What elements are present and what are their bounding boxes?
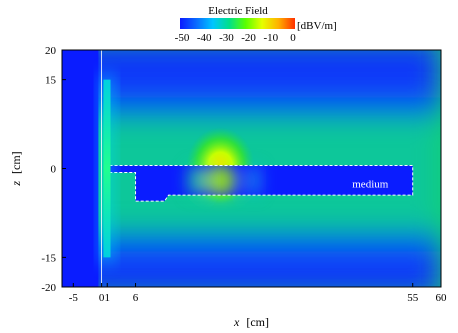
medium-region	[109, 164, 413, 202]
y-tick-label: 0	[51, 164, 57, 176]
x-tick-label: 0	[99, 292, 105, 304]
left-region	[62, 50, 99, 287]
colorbar-tick-label: -50	[175, 32, 190, 44]
colorbar-ticks: -50 -40 -30 -20 -10 0	[175, 32, 297, 44]
y-tick-label: 15	[45, 75, 57, 87]
x-axis-ticks: -5 0 1 6 55 60	[69, 283, 447, 304]
y-axis-var: z	[9, 181, 23, 187]
colorbar-tick-label: -20	[241, 32, 256, 44]
x-tick-label: 1	[105, 292, 111, 304]
colorbar-tick-label: -40	[197, 32, 212, 44]
y-axis-title: z [cm]	[9, 151, 23, 186]
x-tick-label: 6	[133, 292, 139, 304]
field-map	[62, 50, 441, 287]
medium-label: medium	[352, 178, 388, 190]
x-tick-label: 60	[436, 292, 448, 304]
y-tick-label: -15	[41, 252, 56, 264]
y-axis-ticks: 20 15 0 -15 -20	[41, 45, 66, 294]
x-tick-label: -5	[69, 292, 79, 304]
colorbar-unit: [dBV/m]	[297, 20, 337, 32]
y-tick-label: 20	[45, 45, 57, 57]
y-axis-unit: [cm]	[9, 151, 23, 174]
antenna-plate	[103, 79, 111, 258]
colorbar-tick-label: -10	[263, 32, 278, 44]
colorbar-tick-label: -30	[219, 32, 234, 44]
x-axis-var: x	[233, 315, 240, 329]
colorbar	[180, 18, 295, 29]
x-axis-unit: [cm]	[246, 315, 269, 329]
x-tick-label: 55	[407, 292, 419, 304]
y-tick-label: -20	[41, 282, 56, 294]
colorbar-tick-label: 0	[290, 32, 296, 44]
colorbar-title: Electric Field	[208, 5, 268, 17]
x-axis-title: x [cm]	[233, 315, 269, 329]
